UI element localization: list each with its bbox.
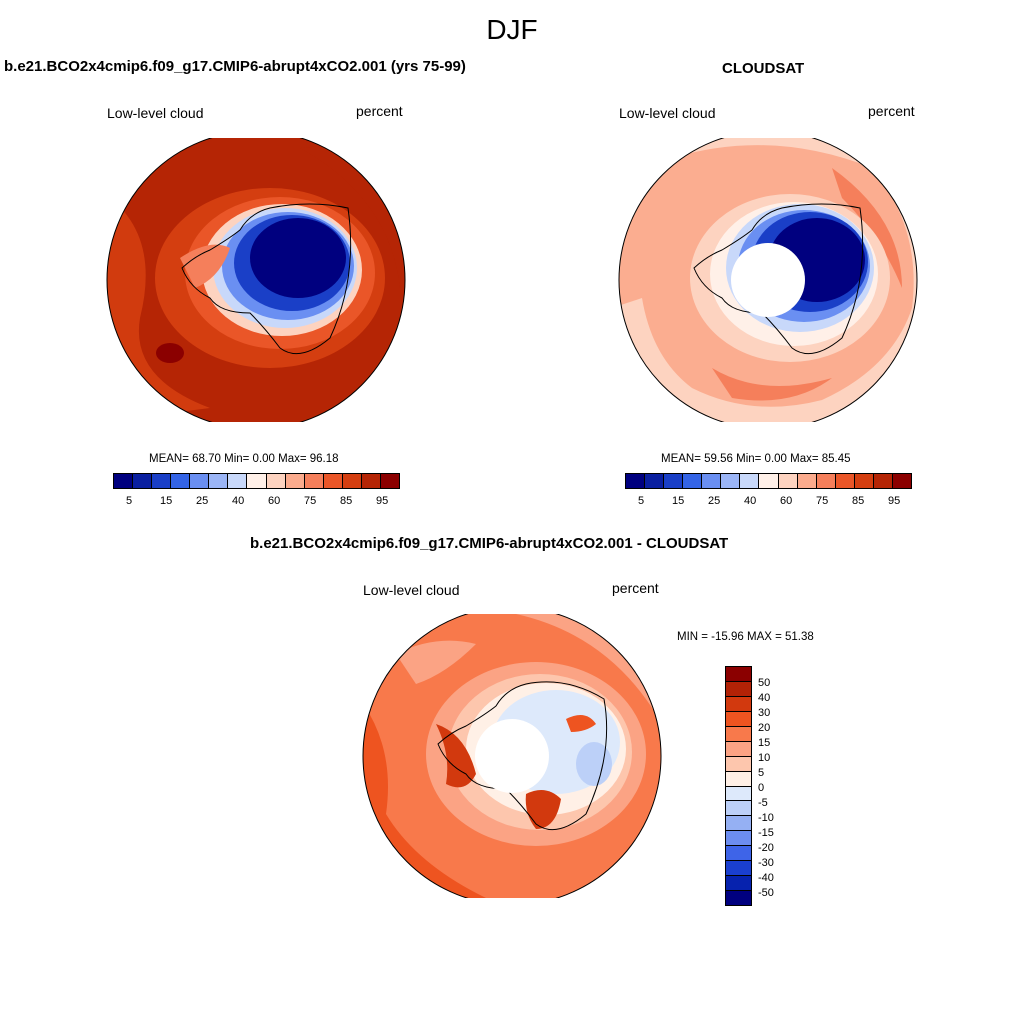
colorbar-swatch: [726, 816, 751, 832]
colorbar-swatch: [114, 474, 134, 488]
colorbar-swatch: [726, 681, 751, 697]
diff-colorbar-tick: 30: [758, 707, 771, 719]
obs-colorbar-tick: 25: [708, 495, 721, 507]
model-variable-label: Low-level cloud: [107, 105, 204, 121]
colorbar-swatch: [726, 831, 751, 847]
colorbar-swatch: [133, 474, 153, 488]
colorbar-swatch: [285, 474, 305, 488]
colorbar-swatch: [323, 474, 343, 488]
diff-panel-title: b.e21.BCO2x4cmip6.f09_g17.CMIP6-abrupt4x…: [250, 535, 729, 552]
model-colorbar-tick: 15: [160, 495, 173, 507]
diff-colorbar-tick: 20: [758, 722, 771, 734]
obs-units-label: percent: [868, 103, 915, 119]
colorbar-swatch: [721, 474, 741, 488]
colorbar-swatch: [726, 667, 751, 682]
obs-colorbar-tick: 40: [744, 495, 757, 507]
colorbar-swatch: [342, 474, 362, 488]
obs-colorbar-tick: 95: [888, 495, 901, 507]
colorbar-swatch: [726, 711, 751, 727]
model-colorbar-tick: 85: [340, 495, 353, 507]
diff-colorbar-tick: -40: [758, 872, 774, 884]
obs-variable-label: Low-level cloud: [619, 105, 716, 121]
diff-polar-map: [362, 614, 662, 898]
diff-stats: MIN = -15.96 MAX = 51.38: [677, 631, 814, 643]
model-polar-map: [106, 138, 406, 422]
colorbar-swatch: [726, 771, 751, 787]
obs-colorbar-tick: 5: [638, 495, 645, 507]
model-colorbar: [113, 473, 400, 489]
diff-colorbar-tick: -20: [758, 842, 774, 854]
colorbar-swatch: [209, 474, 229, 488]
model-colorbar-tick: 5: [126, 495, 133, 507]
obs-colorbar-tick: 15: [672, 495, 685, 507]
colorbar-swatch: [380, 474, 399, 488]
colorbar-swatch: [726, 696, 751, 712]
colorbar-swatch: [645, 474, 665, 488]
diff-units-label: percent: [612, 580, 659, 596]
obs-polar-map: [618, 138, 918, 422]
colorbar-swatch: [683, 474, 703, 488]
model-stats: MEAN= 68.70 Min= 0.00 Max= 96.18: [149, 453, 339, 465]
colorbar-swatch: [152, 474, 172, 488]
model-colorbar-tick: 40: [232, 495, 245, 507]
model-units-label: percent: [356, 103, 403, 119]
colorbar-swatch: [740, 474, 760, 488]
figure-title: DJF: [486, 14, 538, 45]
model-colorbar-tick: 75: [304, 495, 317, 507]
colorbar-swatch: [778, 474, 798, 488]
diff-colorbar-tick: 0: [758, 782, 765, 794]
obs-colorbar: [625, 473, 912, 489]
colorbar-swatch: [797, 474, 817, 488]
colorbar-swatch: [228, 474, 248, 488]
diff-colorbar-tick: 50: [758, 677, 771, 689]
diff-colorbar-tick: -30: [758, 857, 774, 869]
colorbar-swatch: [726, 741, 751, 757]
colorbar-swatch: [626, 474, 646, 488]
colorbar-swatch: [726, 846, 751, 862]
obs-colorbar-tick: 75: [816, 495, 829, 507]
colorbar-swatch: [726, 801, 751, 817]
obs-colorbar-tick: 85: [852, 495, 865, 507]
diff-colorbar-tick: 15: [758, 737, 771, 749]
colorbar-swatch: [759, 474, 779, 488]
colorbar-swatch: [726, 756, 751, 772]
colorbar-swatch: [835, 474, 855, 488]
model-colorbar-tick: 95: [376, 495, 389, 507]
colorbar-swatch: [664, 474, 684, 488]
colorbar-swatch: [726, 891, 751, 905]
colorbar-swatch: [304, 474, 324, 488]
diff-variable-label: Low-level cloud: [363, 582, 460, 598]
colorbar-swatch: [171, 474, 191, 488]
obs-colorbar-tick: 60: [780, 495, 793, 507]
obs-panel-title: CLOUDSAT: [722, 60, 805, 77]
model-panel-title: b.e21.BCO2x4cmip6.f09_g17.CMIP6-abrupt4x…: [4, 58, 466, 75]
colorbar-swatch: [816, 474, 836, 488]
colorbar-swatch: [892, 474, 911, 488]
colorbar-swatch: [361, 474, 381, 488]
diff-colorbar: [725, 666, 752, 906]
colorbar-swatch: [266, 474, 286, 488]
diff-colorbar-tick: 5: [758, 767, 765, 779]
diff-colorbar-tick: 40: [758, 692, 771, 704]
diff-colorbar-tick: 10: [758, 752, 771, 764]
colorbar-swatch: [247, 474, 267, 488]
model-colorbar-tick: 60: [268, 495, 281, 507]
colorbar-swatch: [726, 861, 751, 877]
diff-colorbar-tick: -50: [758, 887, 774, 899]
diff-colorbar-tick: -15: [758, 827, 774, 839]
colorbar-swatch: [726, 786, 751, 802]
model-colorbar-tick: 25: [196, 495, 209, 507]
diff-colorbar-tick: -5: [758, 797, 768, 809]
colorbar-swatch: [873, 474, 893, 488]
colorbar-swatch: [726, 876, 751, 892]
diff-colorbar-tick: -10: [758, 812, 774, 824]
colorbar-swatch: [726, 726, 751, 742]
colorbar-swatch: [854, 474, 874, 488]
colorbar-swatch: [190, 474, 210, 488]
obs-stats: MEAN= 59.56 Min= 0.00 Max= 85.45: [661, 453, 851, 465]
colorbar-swatch: [702, 474, 722, 488]
